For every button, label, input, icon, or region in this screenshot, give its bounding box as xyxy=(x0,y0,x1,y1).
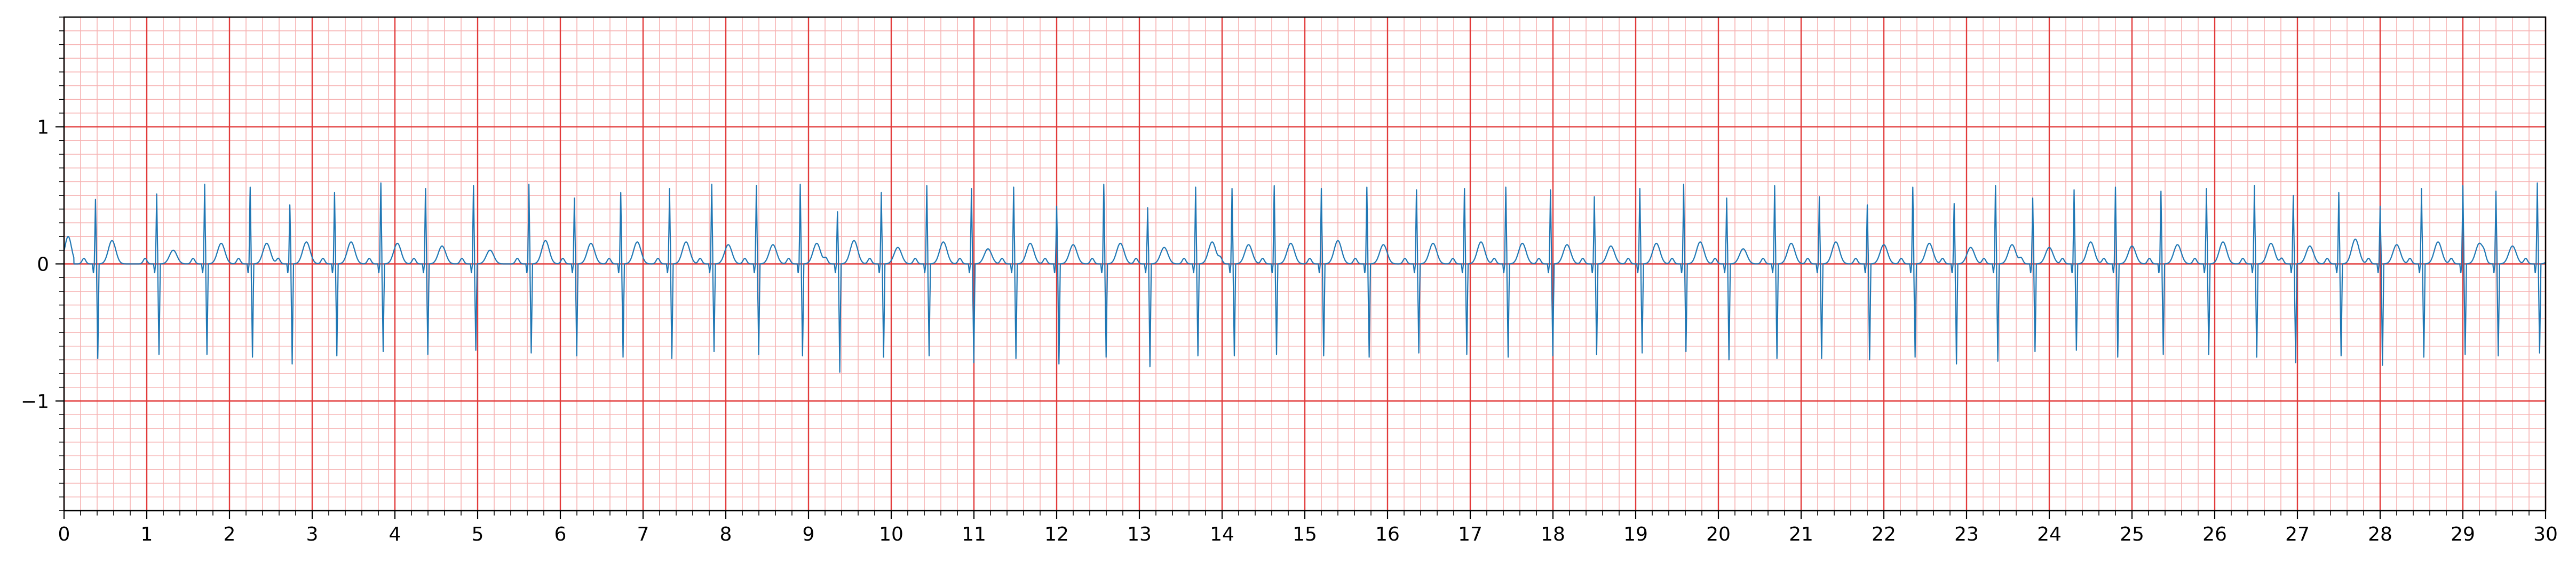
y-tick-label: 1 xyxy=(37,117,49,139)
x-tick-label: 9 xyxy=(803,524,815,545)
x-tick-label: 15 xyxy=(1293,524,1317,545)
x-tick-label: 19 xyxy=(1623,524,1648,545)
x-tick-label: 23 xyxy=(1954,524,1979,545)
x-tick-label: 16 xyxy=(1375,524,1400,545)
y-tick-label: −1 xyxy=(21,391,49,413)
x-tick-label: 6 xyxy=(554,524,567,545)
x-tick-label: 29 xyxy=(2451,524,2475,545)
x-tick-label: 1 xyxy=(141,524,153,545)
x-tick-label: 20 xyxy=(1706,524,1731,545)
x-tick-label: 4 xyxy=(389,524,401,545)
x-tick-label: 18 xyxy=(1541,524,1565,545)
y-tick-label: 0 xyxy=(37,254,49,276)
y-axis: −1 0 1 xyxy=(21,17,64,511)
ecg-trace-line xyxy=(63,182,2546,373)
x-tick-label: 10 xyxy=(879,524,903,545)
x-tick-label: 12 xyxy=(1044,524,1069,545)
x-tick-label: 26 xyxy=(2202,524,2227,545)
x-tick-label: 27 xyxy=(2285,524,2310,545)
x-tick-label: 24 xyxy=(2037,524,2062,545)
x-tick-label: 8 xyxy=(720,524,732,545)
x-tick-label: 7 xyxy=(637,524,649,545)
x-tick-label: 22 xyxy=(1872,524,1896,545)
x-tick-label: 3 xyxy=(306,524,319,545)
x-tick-label: 28 xyxy=(2368,524,2392,545)
x-tick-label: 17 xyxy=(1458,524,1483,545)
x-tick-label: 14 xyxy=(1210,524,1234,545)
x-tick-label: 5 xyxy=(472,524,484,545)
x-tick-label: 30 xyxy=(2533,524,2558,545)
x-axis: 0 1 2 3 4 5 6 7 8 9 10 11 12 13 14 15 16 17 18 19 20 21 22 23 24… xyxy=(58,511,2558,545)
x-tick-label: 25 xyxy=(2120,524,2144,545)
x-tick-label: 21 xyxy=(1789,524,1813,545)
x-tick-label: 13 xyxy=(1127,524,1152,545)
x-tick-label: 0 xyxy=(58,524,70,545)
series-layer xyxy=(63,182,2546,373)
x-tick-label: 11 xyxy=(962,524,986,545)
x-tick-label: 2 xyxy=(224,524,236,545)
